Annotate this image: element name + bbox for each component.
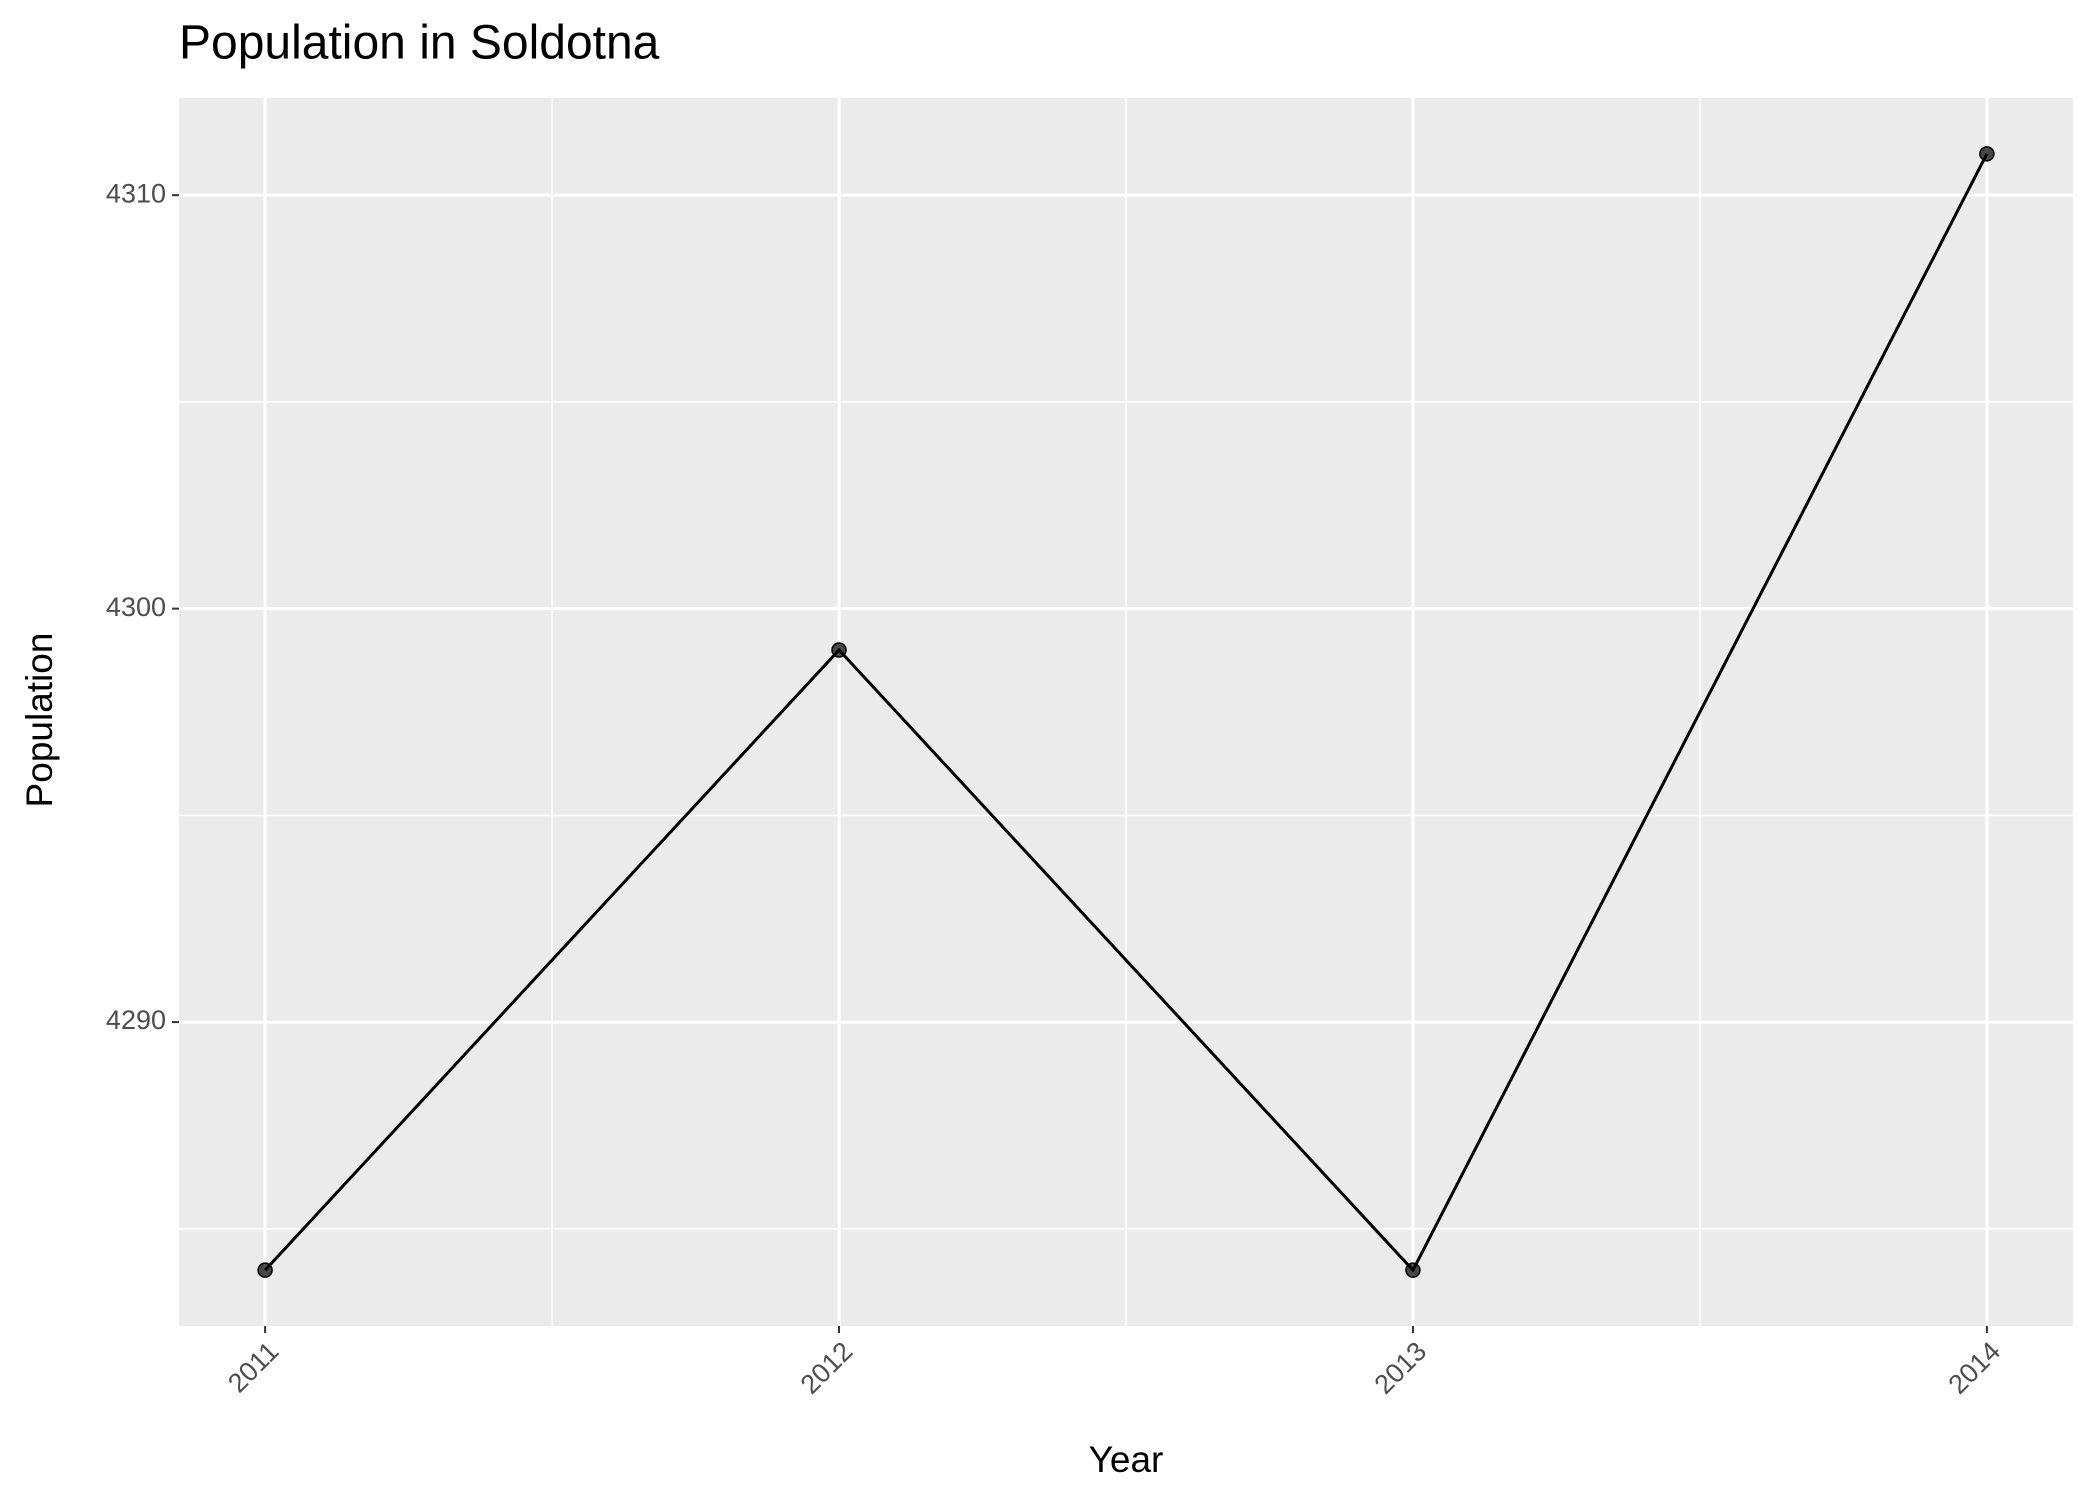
y-tick-label: 4300	[106, 592, 166, 622]
chart-title: Population in Soldotna	[179, 17, 660, 70]
x-tick-label: 2012	[795, 1336, 859, 1400]
y-axis-label: Population	[19, 633, 60, 808]
line	[263, 153, 1989, 1273]
x-tick-label: 2014	[1942, 1336, 2006, 1400]
point	[1405, 1262, 1421, 1278]
point	[831, 642, 847, 658]
y-tick-label: 4310	[106, 178, 166, 208]
x-axis-label: Year	[1089, 1439, 1164, 1480]
y-tick-label: 4290	[106, 1005, 166, 1035]
x-tick-label: 2011	[222, 1336, 284, 1398]
point	[257, 1262, 273, 1278]
point	[1979, 146, 1995, 162]
x-tick-label: 2013	[1369, 1336, 1433, 1400]
